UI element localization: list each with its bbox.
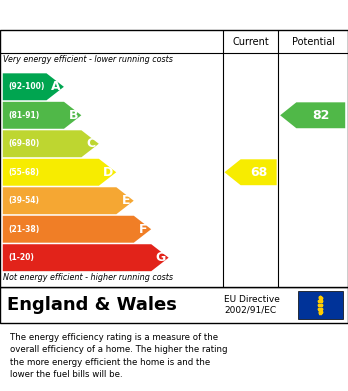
Text: Very energy efficient - lower running costs: Very energy efficient - lower running co… [3,55,173,65]
Text: EU Directive
2002/91/EC: EU Directive 2002/91/EC [224,295,280,315]
Text: (92-100): (92-100) [8,82,45,91]
Text: Not energy efficient - higher running costs: Not energy efficient - higher running co… [3,273,174,282]
Polygon shape [3,102,81,129]
Text: B: B [69,109,78,122]
Polygon shape [3,159,116,186]
Polygon shape [3,187,134,214]
Text: (55-68): (55-68) [8,168,39,177]
Text: England & Wales: England & Wales [7,296,177,314]
Polygon shape [3,130,99,157]
Text: Current: Current [232,37,269,47]
Text: F: F [139,223,148,236]
Bar [298,291,343,319]
Polygon shape [3,244,169,271]
Text: 68: 68 [250,166,267,179]
Text: C: C [86,137,96,150]
Text: (21-38): (21-38) [8,225,39,234]
Text: A: A [51,80,61,93]
Text: E: E [122,194,130,207]
Text: The energy efficiency rating is a measure of the
overall efficiency of a home. T: The energy efficiency rating is a measur… [10,333,228,379]
Text: (81-91): (81-91) [8,111,39,120]
Polygon shape [224,159,277,185]
Text: 82: 82 [312,109,330,122]
Text: (69-80): (69-80) [8,139,39,148]
Polygon shape [3,216,151,243]
Text: Potential: Potential [292,37,335,47]
Text: (39-54): (39-54) [8,196,39,205]
Text: (1-20): (1-20) [8,253,34,262]
Text: D: D [103,166,113,179]
Text: Energy Efficiency Rating: Energy Efficiency Rating [10,7,220,23]
Polygon shape [280,102,345,128]
Text: G: G [156,251,166,264]
Polygon shape [3,74,64,100]
